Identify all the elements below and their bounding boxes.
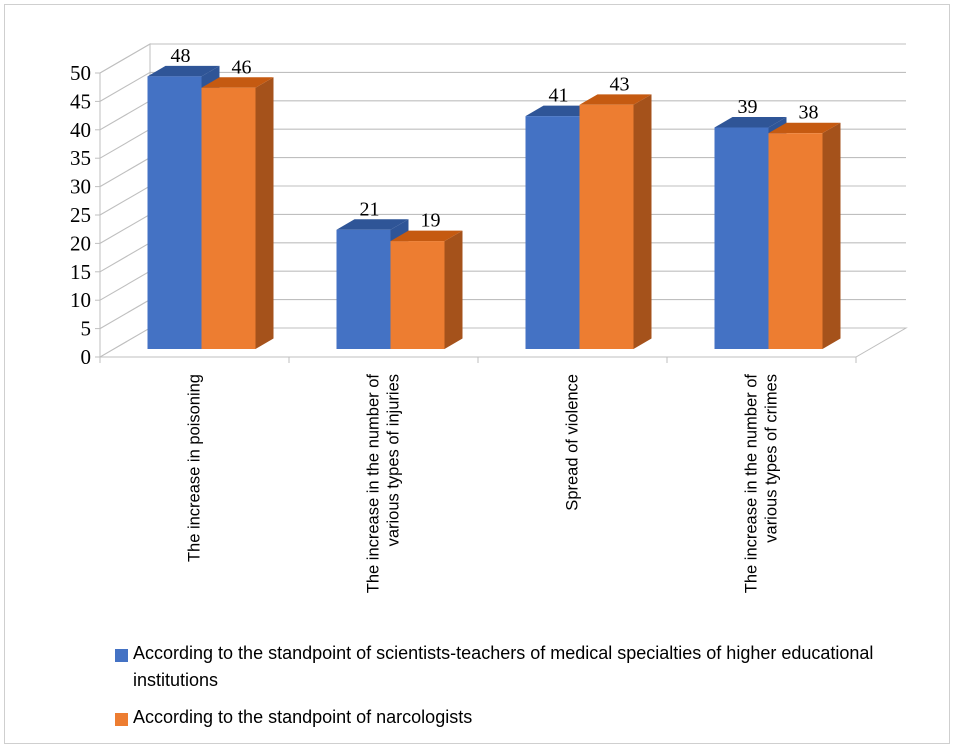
- legend-label: According to the standpoint of scientist…: [133, 643, 874, 690]
- bar-side: [255, 77, 274, 349]
- data-label: 19: [421, 210, 441, 232]
- bar-front: [525, 116, 580, 350]
- bar-front: [390, 241, 445, 349]
- bar-the-increase-in-the-number-of-various-types-of-crimes-narcologists: [768, 122, 841, 349]
- bar-top: [768, 122, 841, 134]
- gridline: [99, 71, 906, 102]
- bar-front: [147, 76, 202, 350]
- data-label: 43: [610, 73, 630, 95]
- y-tick-label: 10: [70, 288, 91, 312]
- x-axis: The increase in poisoning The increase in…: [99, 356, 857, 594]
- bar-side: [822, 122, 841, 349]
- bar-front: [336, 229, 391, 349]
- bar-front: [201, 87, 256, 349]
- x-category-label: The increase in the number of: [743, 374, 761, 594]
- legend-swatch-blue: [115, 649, 128, 662]
- y-tick-label: 15: [70, 260, 91, 284]
- bar-top: [336, 219, 409, 230]
- bar-top: [714, 117, 787, 128]
- bar-spread-of-violence-narcologists: [579, 94, 652, 349]
- x-category-label: various types of crimes: [763, 374, 781, 543]
- y-tick-label: 0: [81, 345, 92, 369]
- y-tick-label: 30: [70, 175, 91, 199]
- legend-label: According to the standpoint of narcologi…: [133, 707, 473, 727]
- bar-top: [579, 94, 652, 105]
- bar-front: [768, 133, 823, 349]
- bar-top: [201, 77, 274, 88]
- legend-swatch-orange: [115, 713, 128, 726]
- data-label: 46: [232, 56, 252, 78]
- legend: According to the standpoint of scientist…: [115, 640, 915, 741]
- x-category-label: various types of injuries: [385, 374, 403, 546]
- chart-frame: [4, 4, 950, 744]
- y-tick-label: 5: [81, 317, 92, 341]
- data-label: 48: [171, 45, 191, 67]
- y-tick-label: 45: [70, 89, 91, 113]
- y-tick-label: 25: [70, 203, 91, 227]
- x-category-label: The increase in the number of: [365, 374, 383, 594]
- y-tick-label: 50: [70, 61, 91, 85]
- bar-front: [714, 127, 769, 349]
- data-label: 39: [738, 96, 758, 118]
- legend-item-scientists-teachers: According to the standpoint of scientist…: [115, 640, 915, 694]
- bar-side: [633, 94, 652, 349]
- bar-the-increase-in-the-number-of-various-types-of-injuries-narcologists: [390, 230, 463, 349]
- bar-top: [147, 65, 220, 77]
- x-category-label: Spread of violence: [564, 374, 582, 511]
- data-label: 38: [799, 102, 819, 124]
- y-tick-label: 35: [70, 146, 91, 170]
- data-label: 41: [549, 85, 569, 107]
- gridline: [99, 43, 906, 74]
- data-labels: 48 46 21 19 41 43 39 38: [171, 45, 819, 232]
- y-tick-label: 40: [70, 118, 91, 142]
- y-axis: 0 5 10 15 20 25 30 35 40 45 50: [70, 61, 101, 369]
- bar-the-increase-in-poisoning-narcologists: [201, 77, 274, 349]
- bar-top: [390, 230, 463, 242]
- data-label: 21: [360, 198, 380, 220]
- bar-side: [444, 230, 463, 349]
- legend-item-narcologists: According to the standpoint of narcologi…: [115, 704, 915, 731]
- x-category-label: The increase in poisoning: [186, 374, 204, 562]
- y-tick-label: 20: [70, 231, 91, 255]
- bars: [147, 65, 841, 350]
- bar-front: [579, 104, 634, 349]
